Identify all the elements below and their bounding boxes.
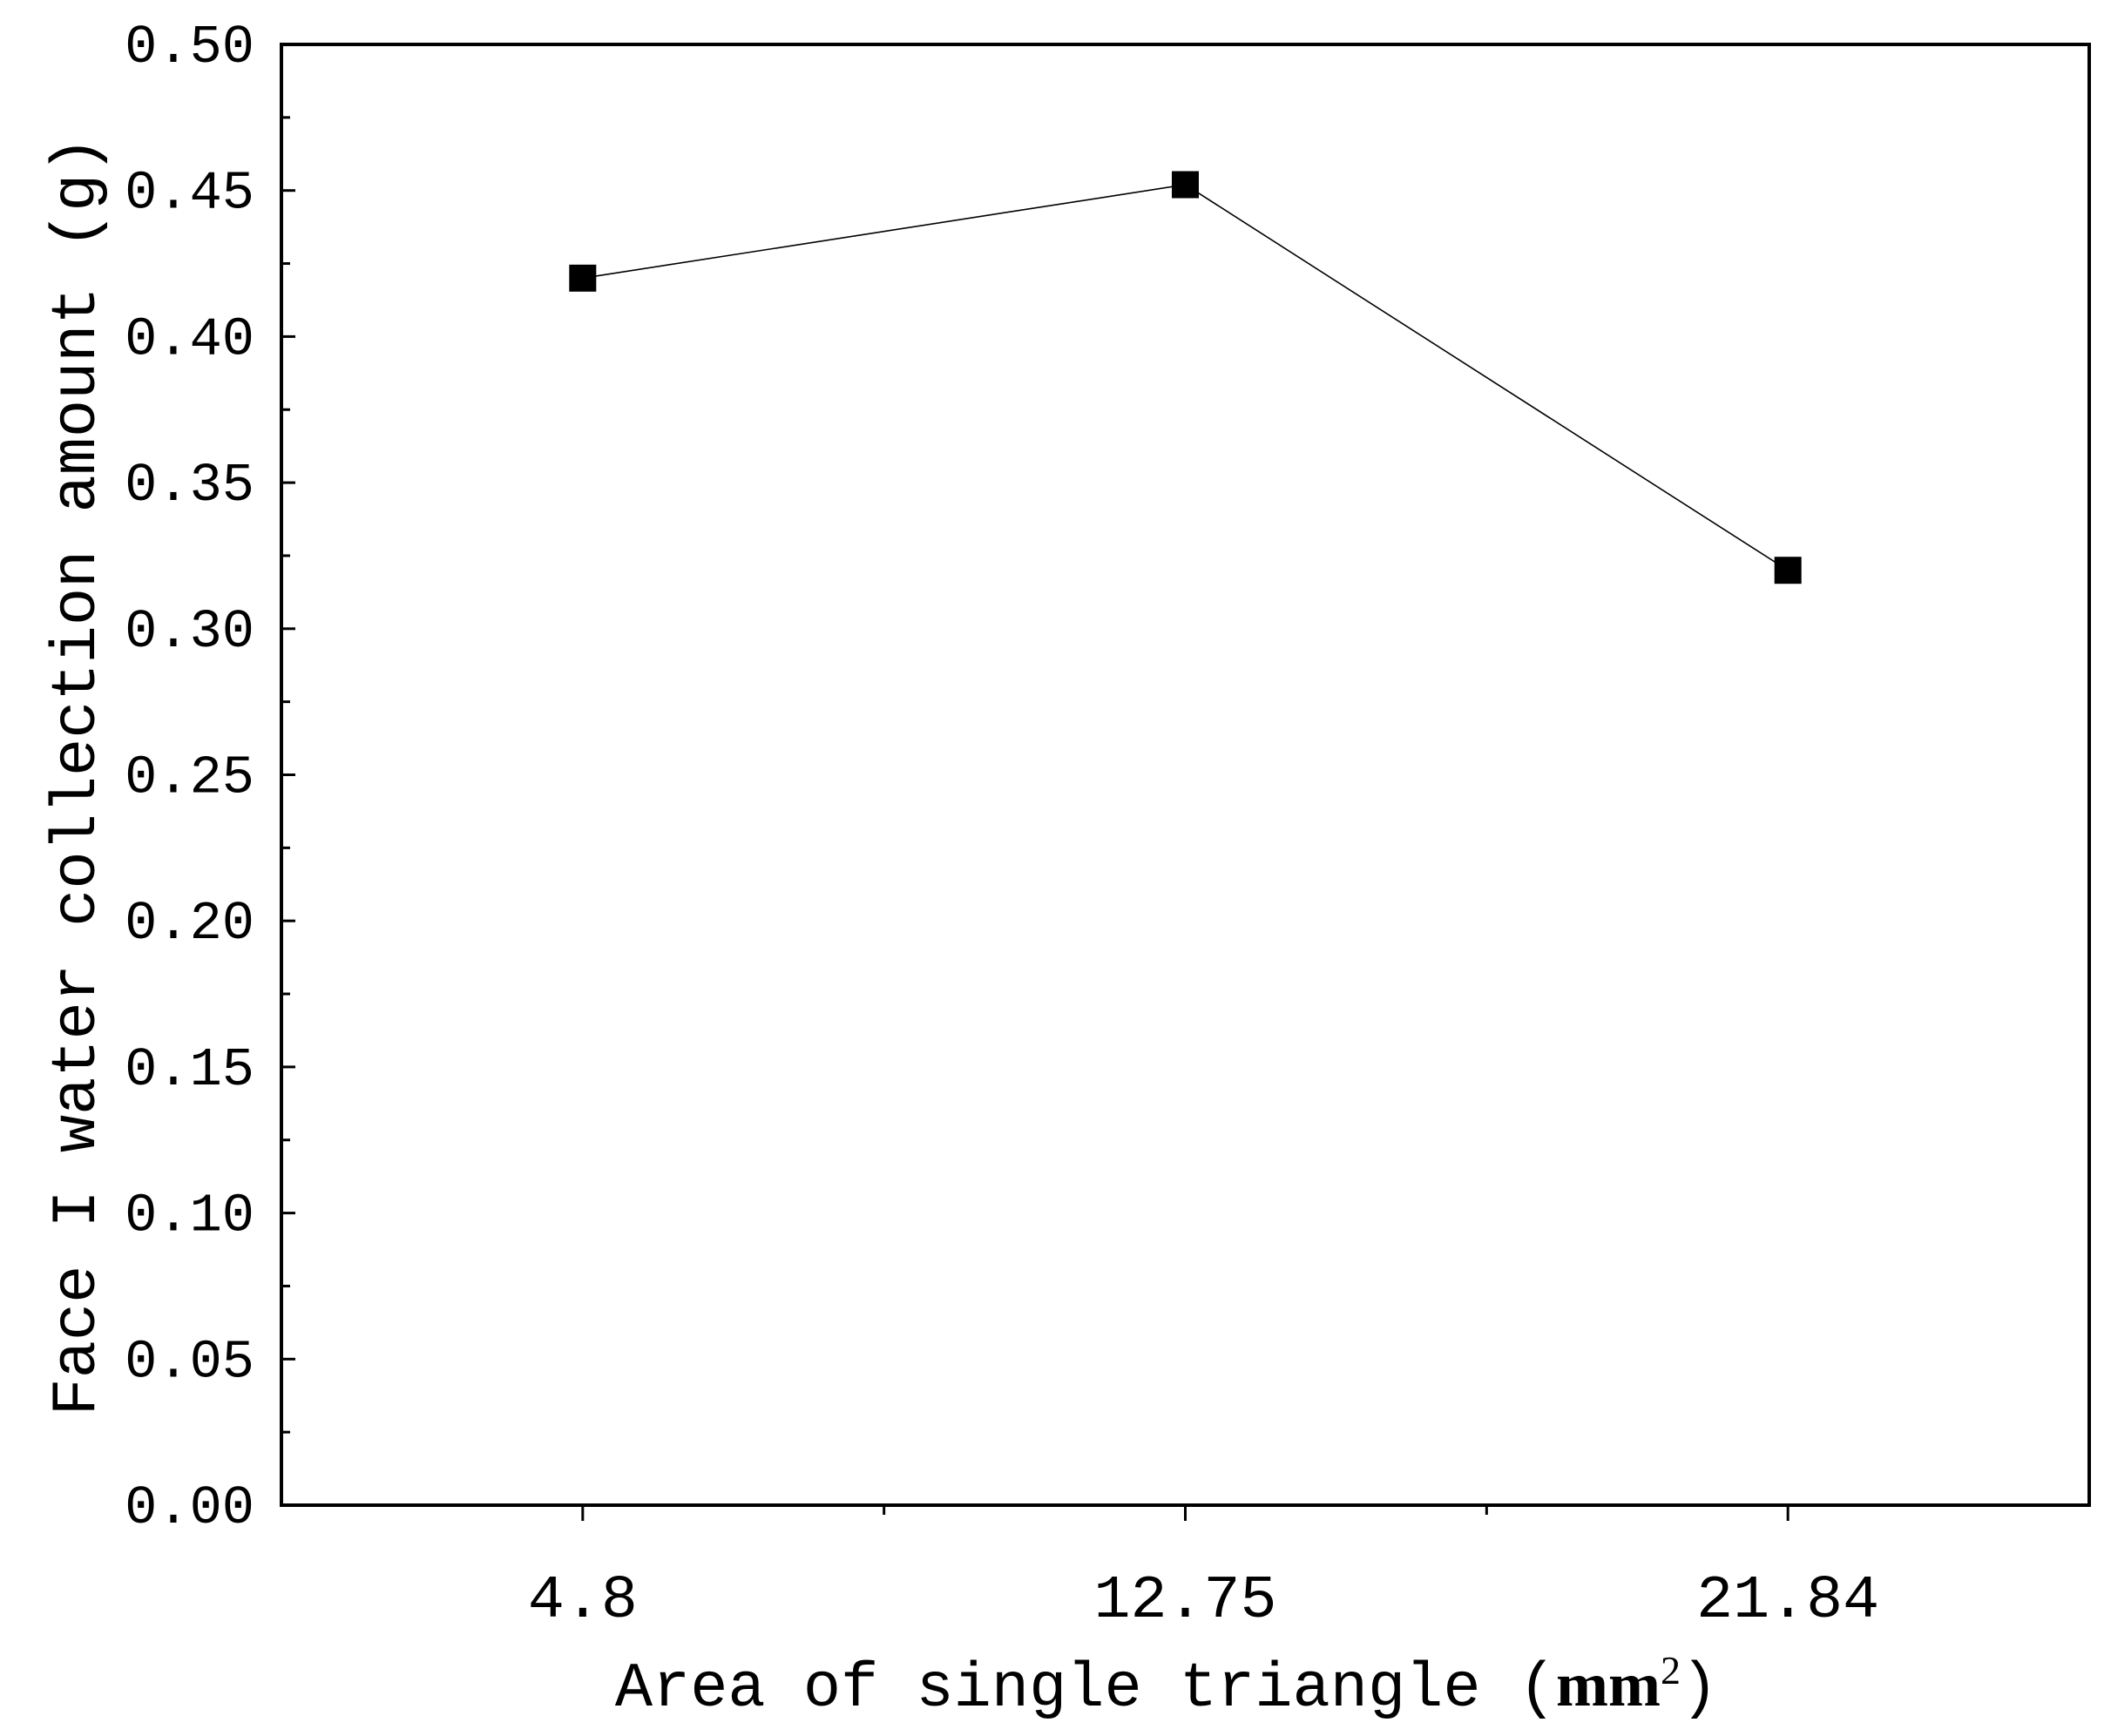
- y-tick-label: 0.40: [125, 308, 254, 370]
- x-axis-label: Area of single triangle (mm2): [615, 1648, 1718, 1726]
- x-axis-label-suffix: ): [1681, 1653, 1718, 1725]
- data-point-marker: [1774, 557, 1802, 584]
- y-tick-label: 0.10: [125, 1185, 254, 1247]
- y-tick-label: 0.20: [125, 893, 254, 955]
- y-tick-labels: 0.00 0.05 0.10 0.15 0.20 0.25 0.30 0.35 0.40 0.45…: [125, 17, 254, 1539]
- y-tick-label: 0.35: [125, 455, 254, 517]
- x-axis-label-prefix: Area of single triangle (: [615, 1653, 1556, 1725]
- plot-frame: [280, 43, 2091, 1507]
- y-tick-label: 0.00: [125, 1477, 254, 1539]
- y-tick-label: 0.25: [125, 747, 254, 809]
- y-tick-label: 0.05: [125, 1331, 254, 1393]
- x-tick-label: 21.84: [1696, 1567, 1879, 1636]
- x-axis-label-unit: mm: [1556, 1650, 1661, 1719]
- x-axis-label-superscript: 2: [1661, 1648, 1681, 1692]
- y-tick-label: 0.15: [125, 1039, 254, 1101]
- y-tick-label: 0.45: [125, 163, 254, 225]
- y-tick-label: 0.30: [125, 601, 254, 663]
- series-layer: [569, 171, 1802, 584]
- x-tick-label: 12.75: [1093, 1567, 1276, 1636]
- data-point-marker: [569, 264, 597, 292]
- data-point-marker: [1172, 171, 1199, 199]
- y-tick-label: 0.50: [125, 17, 254, 78]
- y-axis-label: Face I water collection amount (g): [42, 136, 113, 1415]
- x-tick-labels: 4.8 12.75 21.84: [528, 1567, 1879, 1636]
- x-tick-label: 4.8: [528, 1567, 638, 1636]
